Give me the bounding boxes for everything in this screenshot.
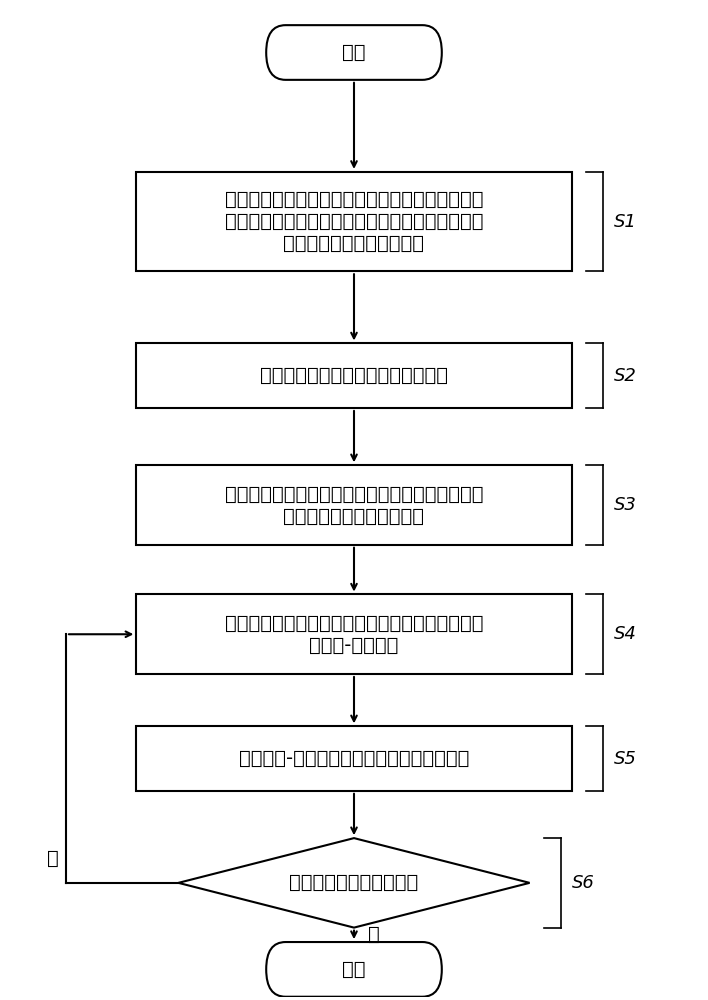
Text: 开始: 开始 xyxy=(342,43,366,62)
Polygon shape xyxy=(178,838,530,928)
Text: 将某一区域的胸阻抗特征值转化为肺容积信息，获
得流量-容积环图: 将某一区域的胸阻抗特征值转化为肺容积信息，获 得流量-容积环图 xyxy=(224,614,484,655)
FancyBboxPatch shape xyxy=(136,594,572,674)
FancyBboxPatch shape xyxy=(136,172,572,271)
FancyBboxPatch shape xyxy=(136,343,572,408)
Text: S3: S3 xyxy=(614,496,636,514)
Text: 根据流量-容积环图获得肺通气功能检测结果: 根据流量-容积环图获得肺通气功能检测结果 xyxy=(239,749,469,768)
Text: S1: S1 xyxy=(614,213,636,231)
FancyBboxPatch shape xyxy=(266,942,442,997)
Text: 是: 是 xyxy=(368,925,379,944)
Text: 否: 否 xyxy=(47,849,59,868)
FancyBboxPatch shape xyxy=(136,726,572,791)
Text: 四个区域是否均检测完毕: 四个区域是否均检测完毕 xyxy=(290,873,418,892)
Text: S4: S4 xyxy=(614,625,636,643)
Text: S2: S2 xyxy=(614,367,636,385)
Text: 对电阻抗信号进行求幅值和去噪处理: 对电阻抗信号进行求幅值和去噪处理 xyxy=(260,366,448,385)
Text: 获取电阻抗信号，该电阻抗信号为被测对象一定频
率下在规定动作下采集的胸部左上、左上、右上、
右下四个区域的电阻抗信号: 获取电阻抗信号，该电阻抗信号为被测对象一定频 率下在规定动作下采集的胸部左上、左… xyxy=(224,190,484,253)
FancyBboxPatch shape xyxy=(266,25,442,80)
Text: 结束: 结束 xyxy=(342,960,366,979)
Text: S5: S5 xyxy=(614,750,636,768)
Text: S6: S6 xyxy=(572,874,595,892)
Text: 利用加权公式融合各区域的胸阻抗幅值获得反映全
肺通气情况的胸阻抗特征值: 利用加权公式融合各区域的胸阻抗幅值获得反映全 肺通气情况的胸阻抗特征值 xyxy=(224,484,484,525)
FancyBboxPatch shape xyxy=(136,465,572,545)
